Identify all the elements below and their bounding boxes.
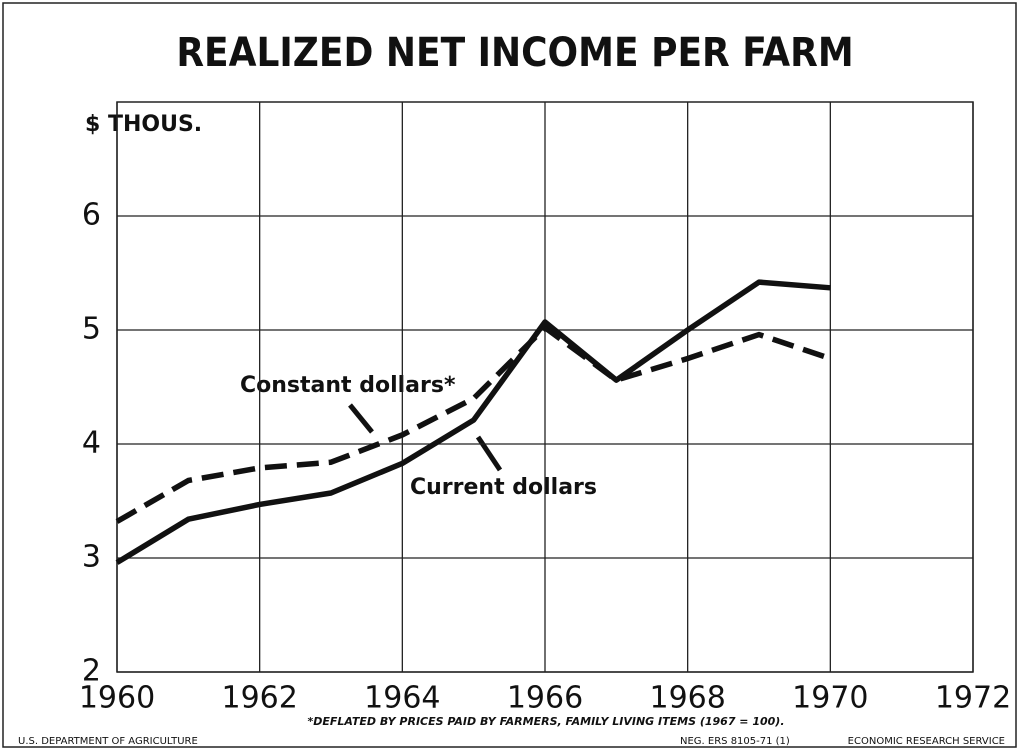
x-tick-label: 1970 — [792, 681, 868, 716]
chart-title: REALIZED NET INCOME PER FARM — [176, 30, 853, 76]
series-label: Constant dollars* — [240, 373, 456, 398]
series-label: Current dollars — [410, 475, 597, 500]
x-tick-label: 1964 — [364, 681, 440, 716]
label-pointer — [475, 435, 503, 472]
footer: ECONOMIC RESEARCH SERVICE — [848, 736, 1005, 747]
footer: NEG. ERS 8105-71 (1) — [680, 736, 790, 747]
footer: U.S. DEPARTMENT OF AGRICULTURE — [18, 736, 198, 747]
data-line — [115, 279, 831, 565]
y-tick-label: 5 — [82, 312, 101, 347]
y-axis-label: $ THOUS. — [85, 112, 202, 137]
x-tick-label: 1962 — [221, 681, 297, 716]
y-tick-label: 4 — [82, 426, 101, 461]
x-tick-label: 1966 — [507, 681, 583, 716]
x-tick-label: 1968 — [649, 681, 725, 716]
label-pointer — [348, 403, 374, 434]
y-tick-label: 6 — [82, 198, 101, 233]
y-tick-label: 3 — [82, 540, 101, 575]
data-line — [115, 324, 832, 524]
x-tick-label: 1960 — [79, 681, 155, 716]
x-tick-label: 1972 — [935, 681, 1011, 716]
footnote: *DEFLATED BY PRICES PAID BY FARMERS, FAM… — [307, 715, 784, 728]
y-tick-label: 2 — [82, 654, 101, 689]
